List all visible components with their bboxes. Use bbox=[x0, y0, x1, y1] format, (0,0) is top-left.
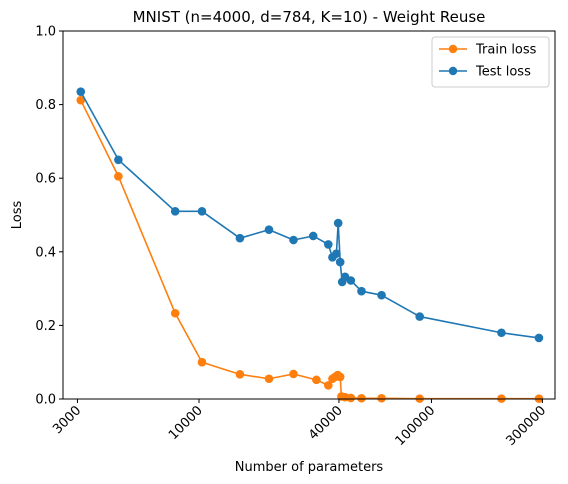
legend: Train loss Test loss bbox=[431, 36, 550, 88]
data-point-train-loss bbox=[312, 375, 321, 385]
y-tick-label: 0.8 bbox=[35, 98, 56, 113]
legend-label-test-loss: Test loss bbox=[475, 65, 531, 80]
y-tick-label: 0.0 bbox=[35, 393, 56, 408]
data-point-train-loss bbox=[76, 95, 86, 105]
chart-title: MNIST (n=4000, d=784, K=10) - Weight Reu… bbox=[133, 8, 486, 26]
data-point-test-loss bbox=[324, 240, 333, 249]
legend-label-train-loss: Train loss bbox=[475, 43, 537, 58]
y-axis-ticks: 0.0 0.2 0.4 0.6 0.8 1.0 bbox=[35, 25, 63, 408]
data-point-test-loss bbox=[377, 290, 386, 300]
y-tick-label: 0.2 bbox=[35, 319, 56, 334]
x-tick-label: 300000 bbox=[503, 403, 549, 449]
x-axis-title: Number of parameters bbox=[235, 460, 384, 475]
plot-area-frame bbox=[62, 30, 556, 400]
series-line-test-loss bbox=[80, 91, 540, 339]
data-point-test-loss bbox=[332, 249, 341, 258]
data-point-test-loss bbox=[497, 328, 506, 338]
y-tick-label: 0.6 bbox=[35, 172, 56, 187]
data-point-test-loss bbox=[333, 218, 343, 228]
y-tick-label: 0.4 bbox=[35, 245, 56, 260]
legend-marker-train-loss bbox=[448, 44, 458, 54]
data-point-train-loss bbox=[324, 381, 333, 390]
data-point-test-loss bbox=[289, 235, 298, 245]
y-axis-title: Loss bbox=[10, 201, 25, 230]
series-layer bbox=[76, 87, 544, 403]
data-point-test-loss bbox=[357, 286, 366, 296]
data-point-train-loss bbox=[235, 370, 245, 379]
data-point-test-loss bbox=[264, 225, 274, 235]
data-point-test-loss bbox=[534, 333, 544, 343]
data-point-test-loss bbox=[170, 207, 180, 216]
x-tick-label: 100000 bbox=[393, 403, 439, 449]
x-axis-ticks: 3000 10000 40000 100000 300000 bbox=[50, 399, 549, 449]
x-tick-label: 10000 bbox=[166, 403, 206, 443]
data-point-train-loss bbox=[335, 372, 345, 382]
x-tick-label: 3000 bbox=[50, 403, 84, 437]
data-point-test-loss bbox=[346, 276, 356, 285]
data-point-train-loss bbox=[114, 172, 123, 181]
series-line-train-loss bbox=[80, 99, 539, 400]
y-tick-label: 1.0 bbox=[35, 25, 56, 40]
data-point-train-loss bbox=[264, 374, 274, 384]
data-point-test-loss bbox=[76, 87, 86, 97]
data-point-test-loss bbox=[235, 233, 245, 243]
data-point-test-loss bbox=[197, 207, 207, 216]
data-point-test-loss bbox=[415, 312, 424, 321]
data-point-test-loss bbox=[335, 257, 345, 267]
data-point-test-loss bbox=[308, 231, 318, 241]
data-point-train-loss bbox=[170, 308, 180, 318]
data-point-test-loss bbox=[114, 155, 123, 165]
data-point-train-loss bbox=[197, 357, 207, 367]
data-point-train-loss bbox=[289, 369, 298, 379]
data-point-train-loss bbox=[346, 393, 356, 403]
legend-marker-test-loss bbox=[448, 66, 458, 76]
x-tick-label: 40000 bbox=[306, 403, 346, 443]
data-point-train-loss bbox=[357, 393, 366, 403]
data-point-train-loss bbox=[377, 393, 386, 403]
